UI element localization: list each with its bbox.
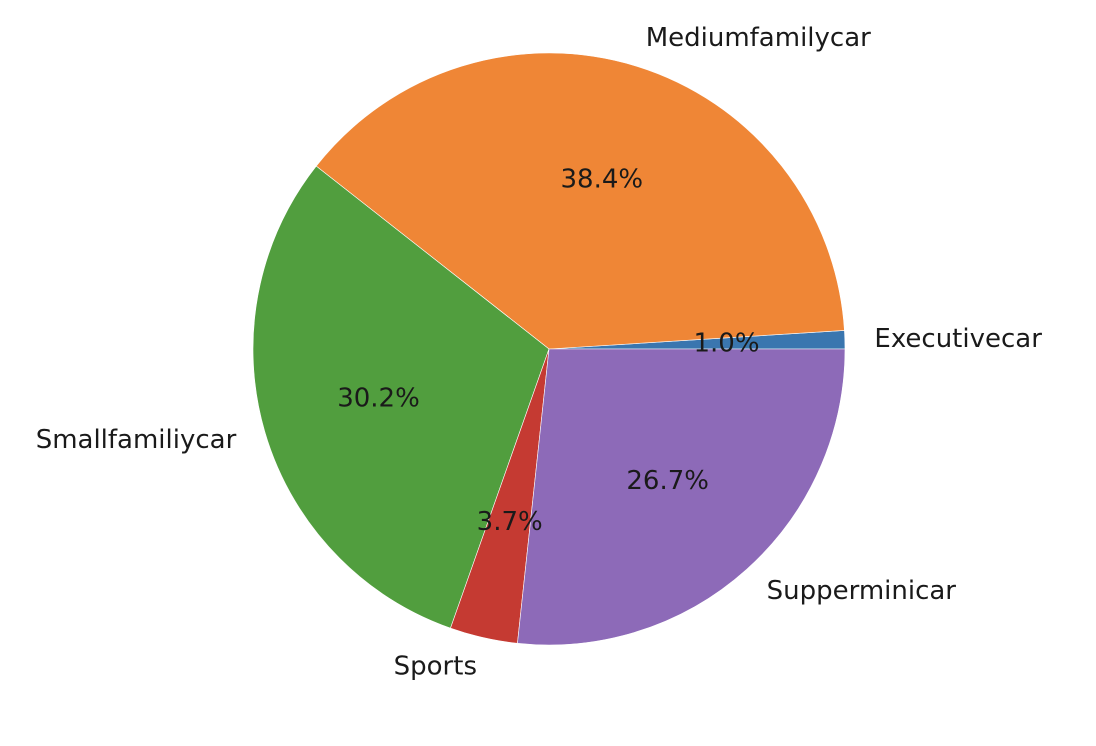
pct-label-executivecar: 1.0%: [693, 328, 759, 358]
percentage-labels: 1.0% 38.4% 30.2% 3.7% 26.7%: [337, 164, 759, 537]
category-label-mediumfamilycar: Mediumfamilycar: [646, 23, 871, 53]
pct-label-smallfamiliycar: 30.2%: [337, 384, 420, 414]
category-label-supperminicar: Supperminicar: [767, 576, 957, 606]
pie-slice-smallfamiliycar: [252, 165, 550, 629]
category-label-sports: Sports: [394, 652, 477, 682]
category-label-executivecar: Executivecar: [874, 324, 1042, 354]
category-label-smallfamiliycar: Smallfamiliycar: [36, 425, 237, 455]
pct-label-sports: 3.7%: [477, 507, 543, 537]
pie-slices: [252, 52, 846, 646]
category-labels: Executivecar Mediumfamilycar Smallfamiliyc…: [36, 23, 1043, 681]
pie-slice-mediumfamilycar: [315, 52, 845, 350]
pct-label-mediumfamilycar: 38.4%: [560, 164, 643, 194]
pie-slice-supperminicar: [517, 348, 846, 646]
pct-label-supperminicar: 26.7%: [626, 466, 709, 496]
